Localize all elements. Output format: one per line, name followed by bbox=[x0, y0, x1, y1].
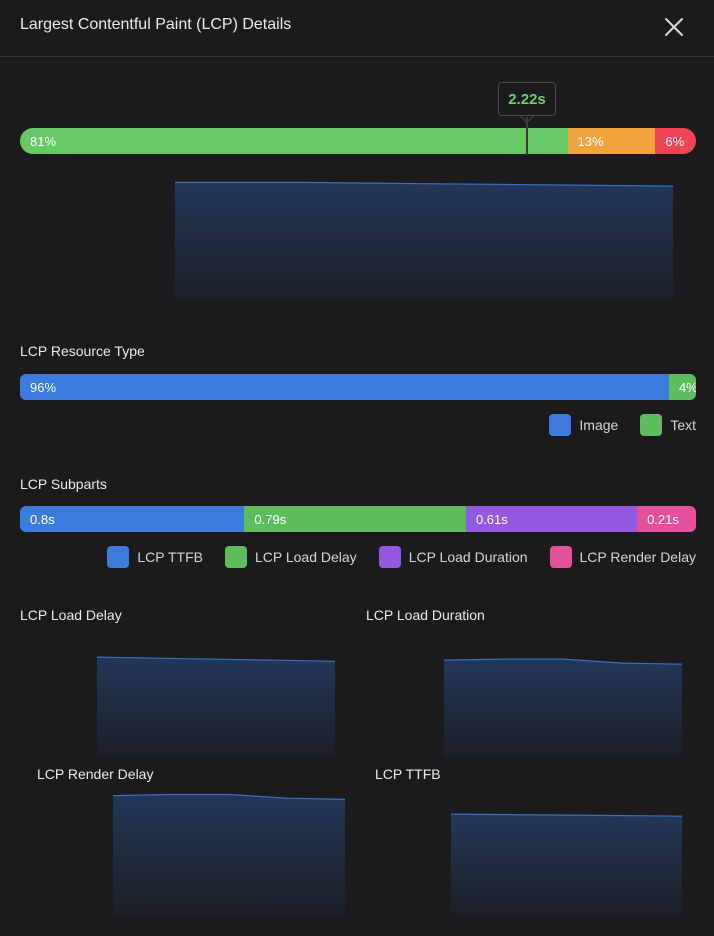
render-delay-title: LCP Render Delay bbox=[37, 766, 154, 782]
area-line bbox=[443, 658, 683, 665]
legend-swatch bbox=[107, 546, 130, 568]
load-delay-title: LCP Load Delay bbox=[20, 607, 122, 623]
lcp-distribution-chart bbox=[175, 181, 674, 300]
legend-label: LCP Render Delay bbox=[579, 549, 696, 565]
legend-label: LCP Load Duration bbox=[408, 549, 528, 565]
subparts-segment: 0.61s bbox=[465, 506, 638, 532]
load-delay-chart bbox=[96, 656, 336, 756]
load-duration-title: LCP Load Duration bbox=[366, 607, 485, 623]
legend-swatch bbox=[224, 546, 247, 568]
legend-swatch bbox=[378, 546, 401, 568]
legend-swatch bbox=[640, 414, 663, 436]
legend-label: LCP Load Delay bbox=[254, 549, 357, 565]
legend-item: LCP Load Delay bbox=[224, 546, 357, 568]
area-fill bbox=[444, 659, 682, 756]
marker-line bbox=[526, 117, 528, 155]
lcp-distribution-bar: 81% 13% 6% bbox=[20, 128, 696, 154]
dialog-header: Largest Contentful Paint (LCP) Details bbox=[0, 0, 714, 57]
distribution-segment: 81% bbox=[20, 128, 568, 154]
resource-type-bar: 96% 4% bbox=[20, 374, 696, 400]
close-icon bbox=[665, 18, 683, 36]
resource-type-legend: Image Text bbox=[549, 414, 696, 436]
resource-type-segment: 96% bbox=[20, 374, 669, 400]
subparts-legend: LCP TTFB LCP Load Delay LCP Load Duration L… bbox=[107, 546, 696, 568]
legend-label: Image bbox=[579, 417, 619, 433]
area-fill bbox=[97, 657, 335, 756]
subparts-segment: 0.8s bbox=[20, 506, 245, 532]
area-line bbox=[112, 793, 346, 800]
area-line bbox=[175, 181, 674, 187]
area-fill bbox=[175, 182, 673, 300]
subparts-segment: 0.79s bbox=[244, 506, 466, 532]
area-fill bbox=[451, 814, 682, 914]
subparts-bar: 0.8s 0.79s 0.61s 0.21s bbox=[20, 506, 696, 532]
legend-label: LCP TTFB bbox=[137, 549, 203, 565]
legend-swatch bbox=[549, 546, 572, 568]
ttfb-chart bbox=[450, 813, 683, 914]
legend-swatch bbox=[549, 414, 572, 436]
area-line bbox=[450, 813, 683, 817]
render-delay-chart bbox=[112, 793, 346, 914]
area-line bbox=[96, 656, 336, 662]
distribution-segment: 6% bbox=[655, 128, 696, 154]
close-button[interactable] bbox=[661, 14, 687, 40]
area-fill bbox=[113, 794, 345, 914]
legend-item: Text bbox=[640, 414, 696, 436]
distribution-segment: 13% bbox=[567, 128, 656, 154]
legend-item: Image bbox=[549, 414, 618, 436]
load-duration-chart bbox=[443, 658, 683, 756]
subparts-segment: 0.21s bbox=[637, 506, 696, 532]
legend-item: LCP Render Delay bbox=[549, 546, 696, 568]
resource-type-title: LCP Resource Type bbox=[20, 343, 145, 359]
ttfb-title: LCP TTFB bbox=[375, 766, 441, 782]
dialog-title: Largest Contentful Paint (LCP) Details bbox=[20, 16, 292, 33]
legend-label: Text bbox=[670, 417, 696, 433]
subparts-title: LCP Subparts bbox=[20, 476, 107, 492]
lcp-value-marker: 2.22s bbox=[498, 82, 556, 116]
legend-item: LCP TTFB bbox=[107, 546, 203, 568]
resource-type-segment: 4% bbox=[668, 374, 696, 400]
legend-item: LCP Load Duration bbox=[378, 546, 528, 568]
